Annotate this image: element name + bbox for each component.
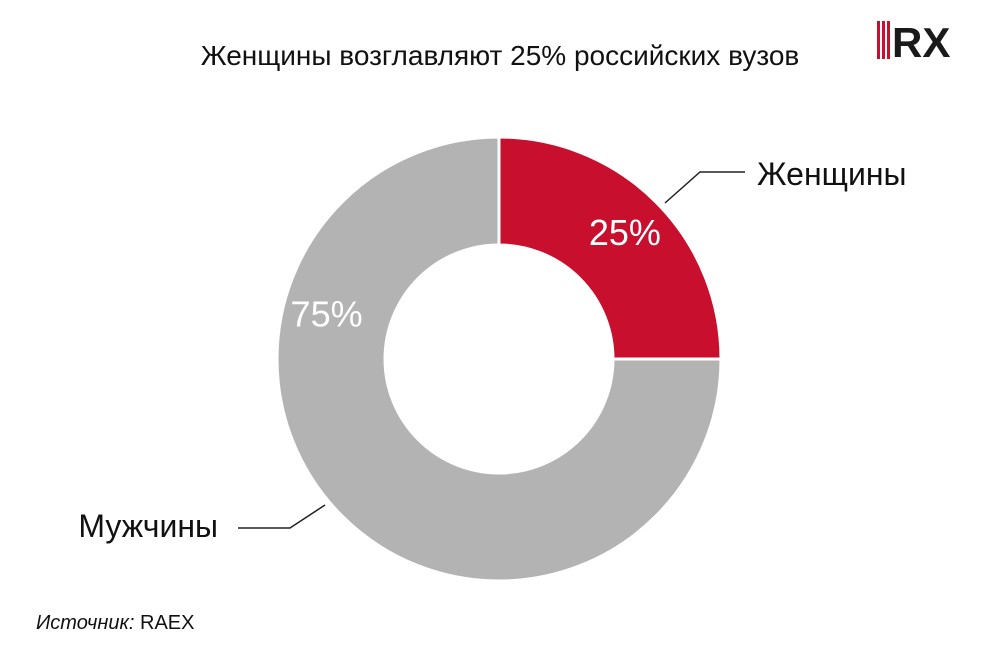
slice-women <box>497 135 723 361</box>
raex-logo: RX <box>877 19 950 61</box>
source-label: Источник: <box>36 612 135 634</box>
logo-letters: RX <box>892 19 950 61</box>
source-note: Источник: RAEX <box>36 612 194 635</box>
slice-value-label: 75% <box>291 294 363 335</box>
category-label: Женщины <box>757 156 907 192</box>
leader-line <box>664 171 745 204</box>
chart-title: Женщины возглавляют 25% российских вузов <box>200 40 800 71</box>
slice-men <box>275 135 723 583</box>
slice-value-label: 25% <box>589 212 661 253</box>
category-label: Мужчины <box>78 508 218 544</box>
source-value: RAEX <box>140 612 195 634</box>
leader-line <box>238 504 326 529</box>
